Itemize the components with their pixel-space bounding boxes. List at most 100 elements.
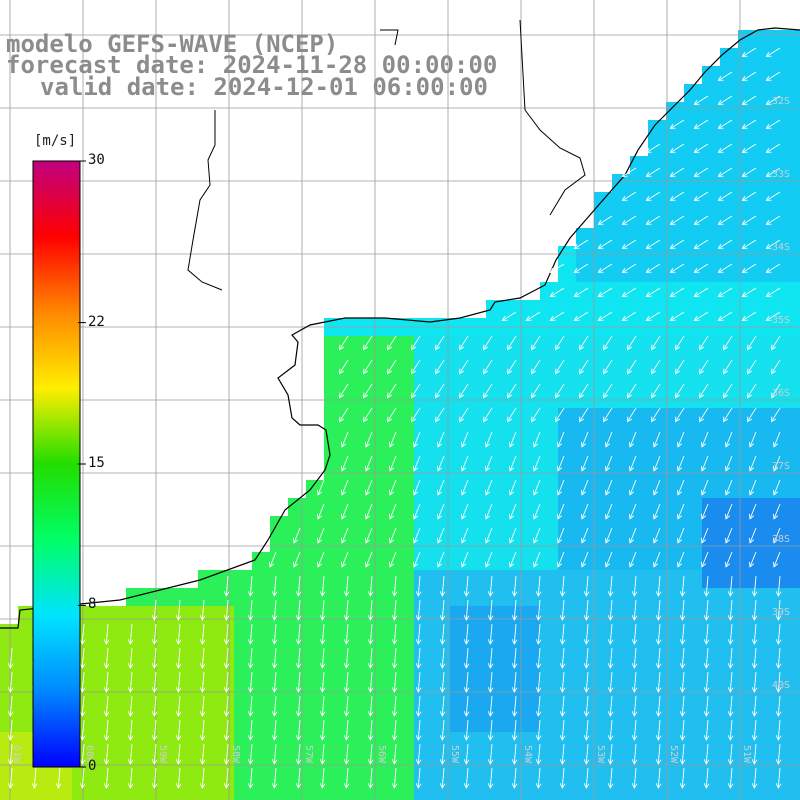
wind-speed-cell (144, 624, 162, 642)
wind-speed-cell (396, 516, 414, 534)
wind-speed-cell (540, 444, 558, 462)
wind-speed-cell (522, 516, 540, 534)
wind-speed-cell (774, 390, 792, 408)
wind-arrow (460, 455, 469, 472)
wind-arrow (751, 743, 758, 765)
colorbar (32, 160, 81, 768)
wind-speed-cell (252, 714, 270, 732)
wind-speed-cell (414, 534, 432, 552)
wind-speed-cell (144, 750, 162, 768)
wind-speed-cell (648, 120, 666, 138)
wind-speed-cell (612, 678, 630, 696)
wind-speed-cell (630, 372, 648, 390)
wind-speed-cell (684, 462, 702, 480)
wind-speed-cell (414, 732, 432, 750)
wind-speed-cell (702, 660, 720, 678)
wind-speed-cell (666, 354, 684, 372)
wind-speed-cell (720, 462, 738, 480)
wind-speed-cell (774, 282, 792, 300)
wind-speed-cell (792, 354, 800, 372)
wind-speed-cell (738, 264, 756, 282)
wind-speed-cell (648, 642, 666, 660)
wind-speed-cell (288, 750, 306, 768)
wind-speed-cell (450, 660, 468, 678)
wind-arrow (511, 743, 518, 765)
wind-speed-cell (234, 750, 252, 768)
wind-speed-cell (324, 732, 342, 750)
wind-arrow (535, 743, 542, 765)
wind-speed-cell (378, 390, 396, 408)
wind-speed-cell (162, 696, 180, 714)
wind-speed-cell (792, 516, 800, 534)
wind-speed-cell (522, 444, 540, 462)
wind-speed-cell (108, 660, 126, 678)
wind-speed-cell (648, 390, 666, 408)
wind-speed-cell (720, 678, 738, 696)
wind-speed-cell (792, 300, 800, 318)
wind-arrow (775, 743, 782, 765)
wind-speed-cell (126, 714, 144, 732)
wind-speed-cell (144, 732, 162, 750)
wind-speed-cell (108, 696, 126, 714)
wind-speed-cell (162, 678, 180, 696)
wind-speed-cell (792, 462, 800, 480)
latitude-label: 35S (772, 315, 790, 326)
wind-arrow (748, 431, 757, 448)
wind-speed-cell (324, 444, 342, 462)
wind-speed-cell (558, 588, 576, 606)
wind-arrow (391, 719, 398, 741)
wind-arrow (367, 575, 374, 597)
wind-arrow (751, 647, 758, 669)
wind-speed-cell (90, 732, 108, 750)
wind-speed-cell (396, 624, 414, 642)
wind-speed-cell (360, 678, 378, 696)
wind-arrow (771, 335, 781, 351)
wind-speed-cell (558, 516, 576, 534)
wind-speed-cell (612, 246, 630, 264)
wind-speed-cell (468, 462, 486, 480)
wind-arrow (511, 599, 518, 621)
wind-arrow (621, 215, 637, 225)
wind-speed-cell (324, 696, 342, 714)
wind-arrow (703, 719, 710, 741)
wind-speed-cell (756, 138, 774, 156)
wind-arrow (772, 503, 781, 520)
wind-speed-cell (486, 372, 504, 390)
wind-speed-cell (324, 588, 342, 606)
wind-speed-cell (522, 552, 540, 570)
wind-arrow (579, 407, 589, 423)
wind-speed-cell (702, 426, 720, 444)
wind-speed-cell (792, 678, 800, 696)
wind-arrow (607, 623, 614, 645)
wind-speed-cell (216, 570, 234, 588)
wind-speed-cell (594, 606, 612, 624)
wind-speed-cell (522, 606, 540, 624)
wind-speed-cell (702, 120, 720, 138)
wind-speed-cell (360, 588, 378, 606)
wind-speed-cell (612, 210, 630, 228)
wind-speed-cell (738, 714, 756, 732)
wind-arrow (741, 143, 757, 153)
wind-speed-cell (0, 678, 18, 696)
wind-arrow (765, 95, 781, 105)
wind-arrow (772, 455, 781, 472)
wind-speed-cell (360, 516, 378, 534)
wind-speed-cell (432, 750, 450, 768)
wind-arrow (412, 455, 421, 472)
wind-speed-cell (594, 408, 612, 426)
wind-speed-cell (504, 300, 522, 318)
wind-speed-cell (720, 696, 738, 714)
wind-speed-cell (522, 498, 540, 516)
wind-speed-cell (738, 138, 756, 156)
wind-speed-cell (756, 120, 774, 138)
wind-arrow (151, 767, 158, 789)
wind-speed-cell (306, 606, 324, 624)
wind-arrow (604, 431, 613, 448)
colorbar-tickmarks (78, 160, 86, 768)
wind-speed-cell (648, 696, 666, 714)
wind-speed-cell (432, 660, 450, 678)
wind-speed-cell (666, 534, 684, 552)
wind-arrow (367, 623, 374, 645)
wind-speed-cell (90, 606, 108, 624)
wind-speed-cell (198, 732, 216, 750)
